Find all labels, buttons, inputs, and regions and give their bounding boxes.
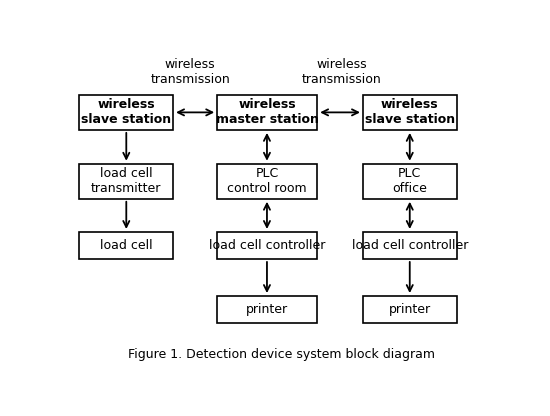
FancyBboxPatch shape	[79, 95, 173, 130]
FancyBboxPatch shape	[363, 296, 456, 323]
Text: wireless
slave station: wireless slave station	[365, 98, 455, 126]
FancyBboxPatch shape	[217, 163, 317, 199]
FancyBboxPatch shape	[79, 163, 173, 199]
FancyBboxPatch shape	[363, 163, 456, 199]
FancyBboxPatch shape	[363, 232, 456, 259]
Text: PLC
office: PLC office	[392, 167, 427, 195]
Text: load cell: load cell	[100, 239, 152, 252]
Text: wireless
master station: wireless master station	[216, 98, 318, 126]
FancyBboxPatch shape	[217, 95, 317, 130]
FancyBboxPatch shape	[217, 296, 317, 323]
Text: PLC
control room: PLC control room	[227, 167, 307, 195]
Text: wireless
transmission: wireless transmission	[301, 58, 382, 87]
Text: Figure 1. Detection device system block diagram: Figure 1. Detection device system block …	[128, 348, 436, 361]
Text: load cell controller: load cell controller	[209, 239, 325, 252]
FancyBboxPatch shape	[363, 95, 456, 130]
Text: load cell
transmitter: load cell transmitter	[91, 167, 162, 195]
FancyBboxPatch shape	[217, 232, 317, 259]
Text: printer: printer	[389, 303, 431, 316]
Text: wireless
transmission: wireless transmission	[150, 58, 230, 87]
FancyBboxPatch shape	[79, 232, 173, 259]
Text: printer: printer	[246, 303, 288, 316]
Text: load cell controller: load cell controller	[351, 239, 468, 252]
Text: wireless
slave station: wireless slave station	[81, 98, 172, 126]
